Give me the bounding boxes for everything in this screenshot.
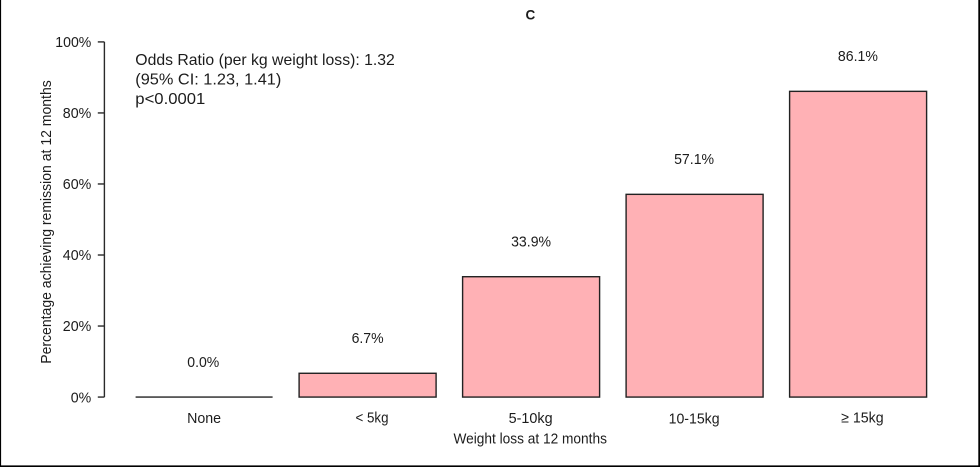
- svg-text:60%: 60%: [63, 176, 92, 193]
- svg-text:40%: 40%: [63, 247, 92, 264]
- svg-text:None: None: [187, 410, 221, 427]
- svg-text:6.7%: 6.7%: [352, 330, 384, 347]
- svg-text:Percentage achieving remission: Percentage achieving remission at 12 mon…: [38, 80, 55, 364]
- svg-text:10-15kg: 10-15kg: [669, 410, 720, 427]
- svg-text:≥ 15kg: ≥ 15kg: [841, 409, 884, 426]
- svg-text:20%: 20%: [63, 318, 92, 335]
- svg-text:80%: 80%: [63, 105, 92, 122]
- svg-text:0.0%: 0.0%: [187, 354, 219, 371]
- svg-text:33.9%: 33.9%: [511, 233, 551, 250]
- svg-text:< 5kg: < 5kg: [356, 409, 389, 426]
- svg-text:100%: 100%: [55, 34, 91, 51]
- svg-text:86.1%: 86.1%: [838, 48, 878, 65]
- svg-text:5-10kg: 5-10kg: [509, 410, 553, 427]
- svg-text:Odds Ratio (per kg weight loss: Odds Ratio (per kg weight loss): 1.32: [135, 52, 395, 69]
- svg-text:Weight loss at 12 months: Weight loss at 12 months: [453, 430, 607, 447]
- svg-text:C: C: [526, 8, 536, 23]
- svg-text:57.1%: 57.1%: [674, 151, 714, 168]
- svg-text:p<0.0001: p<0.0001: [135, 91, 205, 108]
- svg-text:0%: 0%: [71, 389, 92, 406]
- svg-text:(95% CI: 1.23, 1.41): (95% CI: 1.23, 1.41): [135, 72, 281, 89]
